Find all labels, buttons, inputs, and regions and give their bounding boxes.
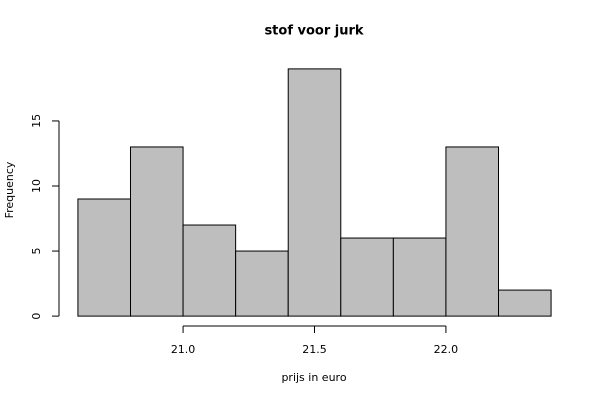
chart-title: stof voor jurk — [264, 24, 363, 39]
y-tick-label: 5 — [30, 248, 43, 255]
bar — [182, 224, 237, 317]
x-axis-label: prijs in euro — [281, 371, 346, 384]
y-axis-label: Frequency — [3, 161, 16, 218]
x-tick-label: 21.0 — [171, 343, 196, 356]
bar — [340, 237, 394, 317]
x-tick-label: 22.0 — [434, 343, 459, 356]
bar — [129, 146, 184, 317]
y-tick-label: 0 — [30, 313, 43, 320]
bar — [235, 250, 289, 317]
bar — [498, 289, 552, 317]
bar — [392, 237, 447, 317]
bar — [287, 68, 342, 317]
bar — [445, 146, 500, 317]
bar — [77, 198, 131, 317]
x-tick-label: 21.5 — [302, 343, 327, 356]
y-tick-label: 10 — [30, 179, 43, 193]
y-tick-label: 15 — [30, 114, 43, 128]
